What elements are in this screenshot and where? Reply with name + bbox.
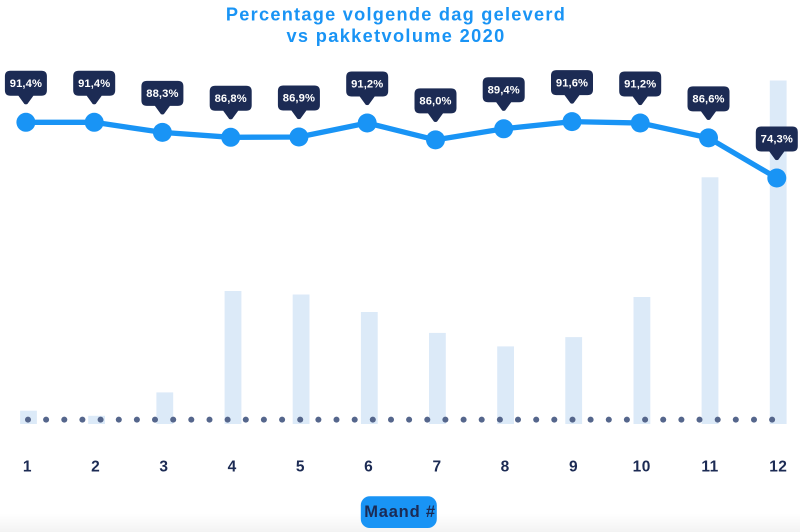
svg-text:3: 3: [159, 459, 168, 476]
svg-text:2: 2: [91, 459, 100, 476]
svg-text:91,4%: 91,4%: [10, 78, 42, 90]
svg-text:11: 11: [701, 459, 718, 476]
svg-text:4: 4: [228, 459, 237, 476]
svg-text:91,2%: 91,2%: [351, 79, 383, 91]
svg-text:12: 12: [769, 459, 787, 476]
svg-text:6: 6: [364, 459, 373, 476]
svg-text:74,3%: 74,3%: [761, 134, 793, 146]
svg-text:88,3%: 88,3%: [146, 88, 178, 100]
svg-text:vs pakketvolume 2020: vs pakketvolume 2020: [286, 26, 505, 46]
svg-text:86,0%: 86,0%: [419, 96, 451, 108]
svg-text:7: 7: [432, 459, 441, 476]
svg-text:1: 1: [23, 459, 32, 476]
svg-text:Percentage volgende dag geleve: Percentage volgende dag geleverd: [226, 5, 566, 25]
svg-text:86,9%: 86,9%: [283, 93, 315, 105]
svg-text:86,8%: 86,8%: [215, 93, 247, 105]
svg-text:91,2%: 91,2%: [624, 79, 656, 91]
svg-text:5: 5: [296, 459, 305, 476]
svg-text:89,4%: 89,4%: [488, 85, 520, 97]
svg-text:10: 10: [633, 459, 651, 476]
svg-text:86,6%: 86,6%: [692, 94, 724, 106]
svg-text:8: 8: [501, 459, 510, 476]
svg-text:9: 9: [569, 459, 578, 476]
svg-text:91,6%: 91,6%: [556, 77, 588, 89]
svg-text:91,4%: 91,4%: [78, 78, 110, 90]
svg-text:Maand #: Maand #: [364, 503, 436, 521]
